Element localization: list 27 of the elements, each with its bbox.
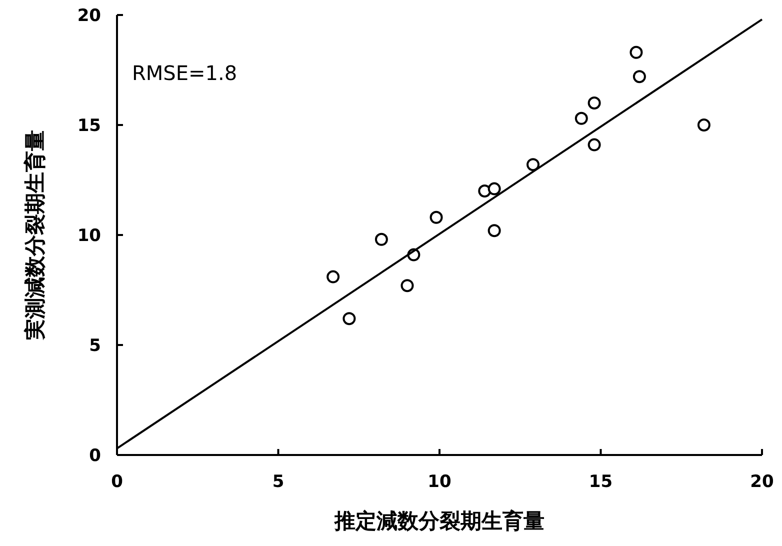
x-tick-label: 5	[272, 472, 284, 492]
point	[430, 210, 443, 224]
point	[588, 138, 601, 152]
y-tick-label: 10	[77, 226, 102, 246]
point	[588, 96, 601, 110]
point	[574, 112, 588, 125]
y-tick-label: 5	[89, 336, 101, 356]
point	[374, 232, 388, 246]
point	[632, 70, 646, 84]
x-axis-title: 推定減数分裂期生育量	[334, 509, 544, 533]
point	[526, 158, 540, 172]
y-tick-label: 0	[89, 446, 102, 466]
point	[630, 46, 643, 59]
point	[697, 118, 710, 132]
annotation: RMSE=1.8	[132, 61, 238, 85]
y-tick-label: 15	[77, 116, 101, 136]
x-tick-label: 0	[111, 472, 124, 492]
point	[488, 224, 501, 238]
point	[400, 279, 414, 292]
point	[326, 270, 340, 284]
y-tick-label: 20	[77, 6, 102, 26]
y-axis-title: 実測減数分裂期生育量	[23, 130, 47, 341]
point	[488, 182, 501, 196]
x-tick-label: 15	[588, 472, 613, 492]
point	[342, 312, 356, 326]
x-tick-label: 10	[428, 472, 452, 492]
x-tick-label: 20	[750, 472, 774, 492]
